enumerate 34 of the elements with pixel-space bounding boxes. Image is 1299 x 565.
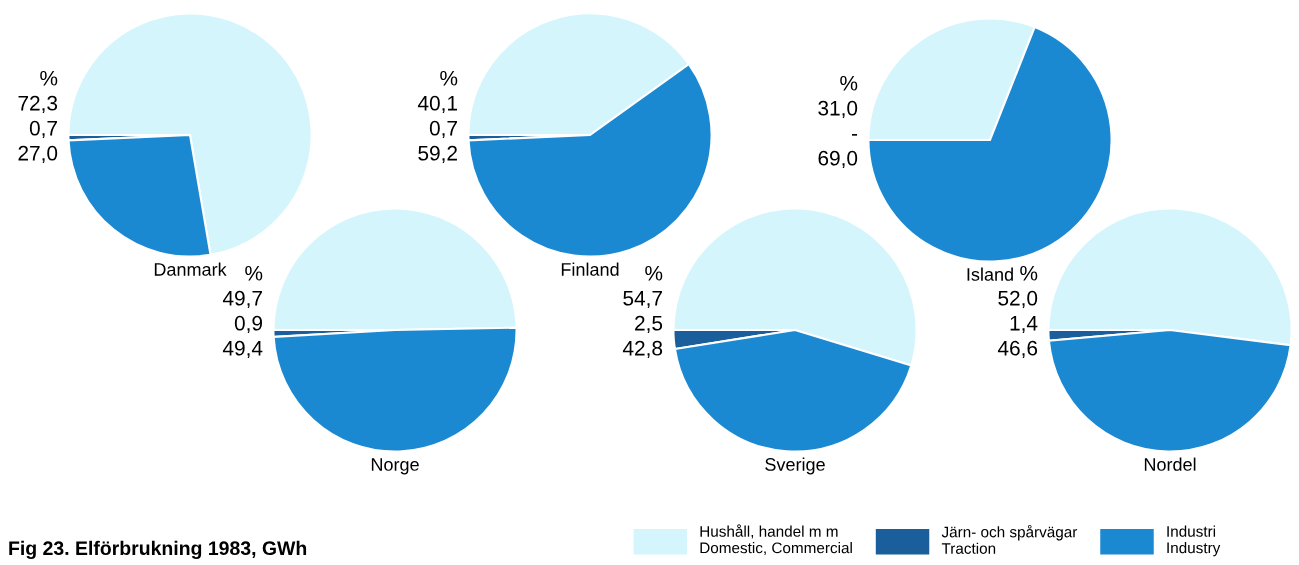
text: % [245, 265, 263, 281]
text: % [440, 70, 458, 86]
text: % [840, 75, 858, 91]
data-label: 46,6 [997, 340, 1038, 359]
data-label: 0,9 [234, 315, 263, 334]
text: % [40, 70, 58, 86]
text: Sverige [765, 457, 825, 475]
text: Danmark [154, 262, 227, 276]
data-label: 40,1 [417, 95, 457, 114]
data-label: 59,2 [418, 145, 457, 164]
data-label: 31,0 [818, 100, 858, 119]
data-label: 0,7 [429, 120, 457, 139]
data-label: 2,5 [635, 315, 663, 334]
text: Island [967, 267, 1013, 281]
legend-label: Industri Industry [1167, 525, 1221, 557]
text: Finland [561, 262, 619, 276]
caption: Fig 23. Elförbrukning 1983, GWh [9, 540, 307, 559]
data-label: 27,0 [18, 145, 58, 164]
text: Norge [371, 458, 419, 475]
data-label: 72,3 [18, 95, 58, 114]
text: % [1020, 265, 1038, 281]
data-label: 54,7 [623, 291, 662, 309]
data-label: 49,7 [222, 290, 262, 309]
text: Nordel [1144, 457, 1196, 471]
legend-label: Hushåll, handel m m Domestic, Commercial [700, 524, 852, 556]
legend-label: Järn- och spårvägar Traction [941, 524, 1078, 554]
data-label: 69,0 [818, 150, 858, 169]
data-label: 49,4 [222, 340, 263, 359]
data-label: 0,7 [29, 120, 57, 139]
data-label: 1,4 [1010, 316, 1038, 334]
text: % [645, 265, 663, 281]
data-label: 42,8 [622, 340, 663, 359]
data-label: 52,0 [998, 290, 1038, 309]
text: - [851, 134, 858, 136]
